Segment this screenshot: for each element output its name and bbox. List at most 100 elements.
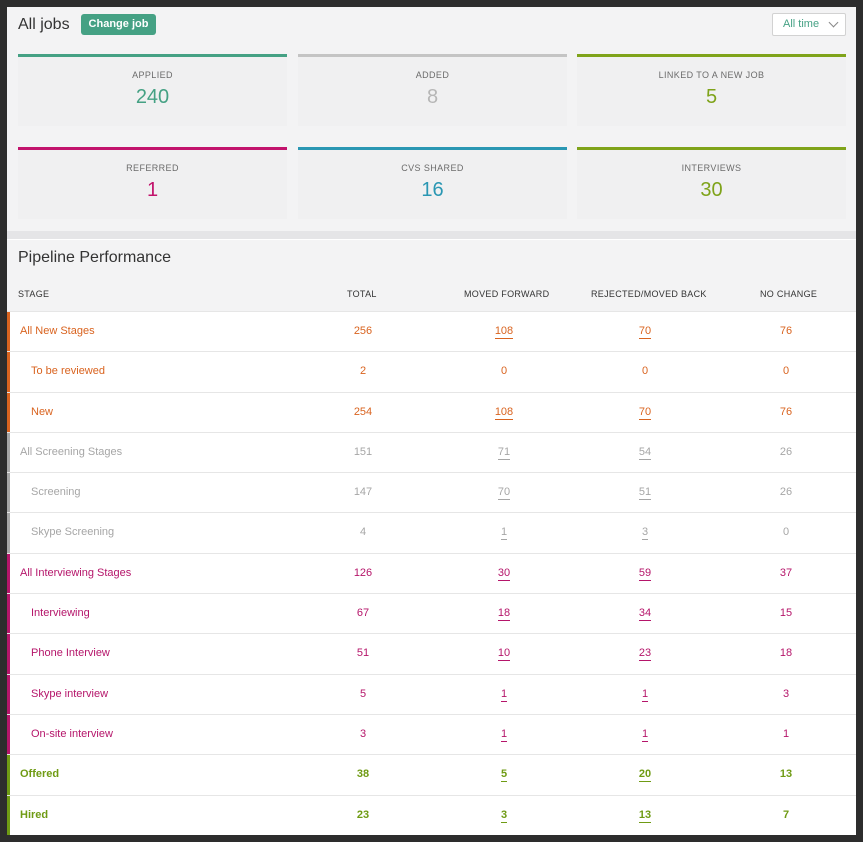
cell-forward[interactable]: 30 [497, 566, 511, 581]
column-header-no-change: NO CHANGE [760, 289, 818, 299]
table-row: All Screening Stages 151 71 54 26 [7, 431, 856, 473]
stage-name: Phone Interview [31, 647, 110, 660]
stat-label: CVS SHARED [401, 163, 464, 173]
cell-forward[interactable]: 10 [497, 647, 511, 662]
cell-back-wrap: 51 [625, 486, 665, 501]
stage-name: Skype interview [31, 687, 109, 700]
cell-forward[interactable]: 1 [500, 727, 508, 742]
table-row: To be reviewed 2 0 0 0 [7, 351, 856, 392]
cell-forward[interactable]: 1 [500, 526, 508, 541]
cell-back-wrap: 23 [625, 647, 665, 662]
cell-total-wrap: 38 [343, 768, 383, 780]
cell-none-wrap: 1 [766, 728, 806, 740]
cell-none: 15 [779, 607, 793, 620]
cell-forward[interactable]: 18 [497, 607, 511, 622]
cell-total-wrap: 3 [343, 728, 383, 740]
stage-color-bar [7, 553, 10, 594]
cell-back[interactable]: 34 [638, 607, 652, 622]
cell-forward[interactable]: 108 [494, 325, 514, 339]
cell-forward[interactable]: 70 [497, 486, 511, 501]
cell-none-wrap: 26 [766, 446, 806, 458]
cell-forward[interactable]: 71 [497, 445, 511, 460]
stage-name: To be reviewed [31, 365, 105, 378]
pipeline-header [7, 240, 856, 312]
stage-color-bar [7, 714, 10, 755]
stage-name: Interviewing [31, 607, 90, 620]
cell-none-wrap: 76 [766, 406, 806, 418]
cell-total: 23 [356, 808, 370, 821]
page-title: All jobs [18, 16, 70, 33]
cell-none-wrap: 3 [766, 688, 806, 700]
cell-none: 26 [779, 445, 793, 458]
time-filter-value: All time [783, 18, 820, 30]
cell-none-wrap: 76 [766, 325, 806, 337]
cell-back[interactable]: 20 [638, 768, 652, 783]
stage-color-bar [7, 594, 10, 634]
stage-color-bar [7, 392, 10, 432]
cell-total-wrap: 256 [343, 325, 383, 337]
stage-name: Offered [20, 768, 60, 781]
cell-forward-wrap: 108 [484, 325, 524, 339]
cell-forward[interactable]: 108 [494, 405, 514, 420]
table-row: Skype Screening 4 1 3 0 [7, 512, 856, 553]
cell-back[interactable]: 51 [638, 486, 652, 501]
stat-card: REFERRED 1 [18, 147, 287, 219]
change-job-button[interactable]: Change job [81, 14, 156, 35]
stat-value: 30 [700, 179, 723, 201]
stage-name: Screening [31, 486, 81, 499]
stat-label: INTERVIEWS [681, 163, 742, 173]
cell-none-wrap: 7 [766, 809, 806, 821]
pipeline-title: Pipeline Performance [18, 249, 171, 266]
cell-none: 76 [779, 325, 793, 337]
cell-none-wrap: 37 [766, 567, 806, 579]
cell-total: 126 [353, 566, 373, 579]
cell-back[interactable]: 70 [638, 325, 652, 339]
cell-total: 256 [353, 325, 373, 337]
cell-total: 2 [359, 365, 367, 378]
cell-back[interactable]: 54 [638, 445, 652, 460]
stat-value: 16 [421, 179, 444, 201]
cell-forward-wrap: 5 [484, 768, 524, 783]
cell-back[interactable]: 3 [641, 526, 649, 541]
cell-none: 76 [779, 405, 793, 418]
stage-color-bar [7, 473, 10, 513]
cell-forward-wrap: 1 [484, 526, 524, 541]
cell-forward-wrap: 18 [484, 607, 524, 622]
cell-total: 147 [353, 486, 373, 499]
table-row: All Interviewing Stages 126 30 59 37 [7, 552, 856, 594]
stat-card: APPLIED 240 [18, 54, 287, 126]
cell-none-wrap: 15 [766, 607, 806, 619]
cell-back-wrap: 54 [625, 445, 665, 460]
cell-back[interactable]: 13 [638, 808, 652, 823]
cell-total: 151 [353, 445, 373, 458]
cell-total-wrap: 23 [343, 809, 383, 821]
cell-total: 67 [356, 607, 370, 620]
cell-total-wrap: 2 [343, 365, 383, 377]
cell-forward[interactable]: 3 [500, 808, 508, 823]
cell-back[interactable]: 59 [638, 566, 652, 581]
cell-forward: 0 [500, 365, 508, 378]
stat-card: CVS SHARED 16 [298, 147, 567, 219]
time-filter-select[interactable]: All time [772, 13, 846, 36]
stage-color-bar [7, 432, 10, 473]
cell-back[interactable]: 1 [641, 727, 649, 742]
cell-back[interactable]: 70 [638, 405, 652, 420]
cell-forward-wrap: 1 [484, 687, 524, 702]
cell-forward[interactable]: 1 [500, 687, 508, 702]
cell-total: 38 [356, 768, 370, 781]
column-header-stage: STAGE [18, 289, 50, 299]
stat-card: INTERVIEWS 30 [577, 147, 846, 219]
cell-total: 4 [359, 526, 367, 539]
stage-color-bar [7, 312, 10, 352]
cell-back[interactable]: 23 [638, 647, 652, 662]
table-row: Screening 147 70 51 26 [7, 472, 856, 513]
cell-back-wrap: 70 [625, 405, 665, 420]
table-row: New 254 108 70 76 [7, 391, 856, 432]
stage-color-bar [7, 352, 10, 392]
cell-none: 18 [779, 647, 793, 660]
stage-name: Hired [20, 808, 49, 821]
cell-forward[interactable]: 5 [500, 768, 508, 783]
cell-back[interactable]: 1 [641, 687, 649, 702]
stat-value: 5 [705, 86, 718, 108]
cell-total-wrap: 126 [343, 567, 383, 579]
